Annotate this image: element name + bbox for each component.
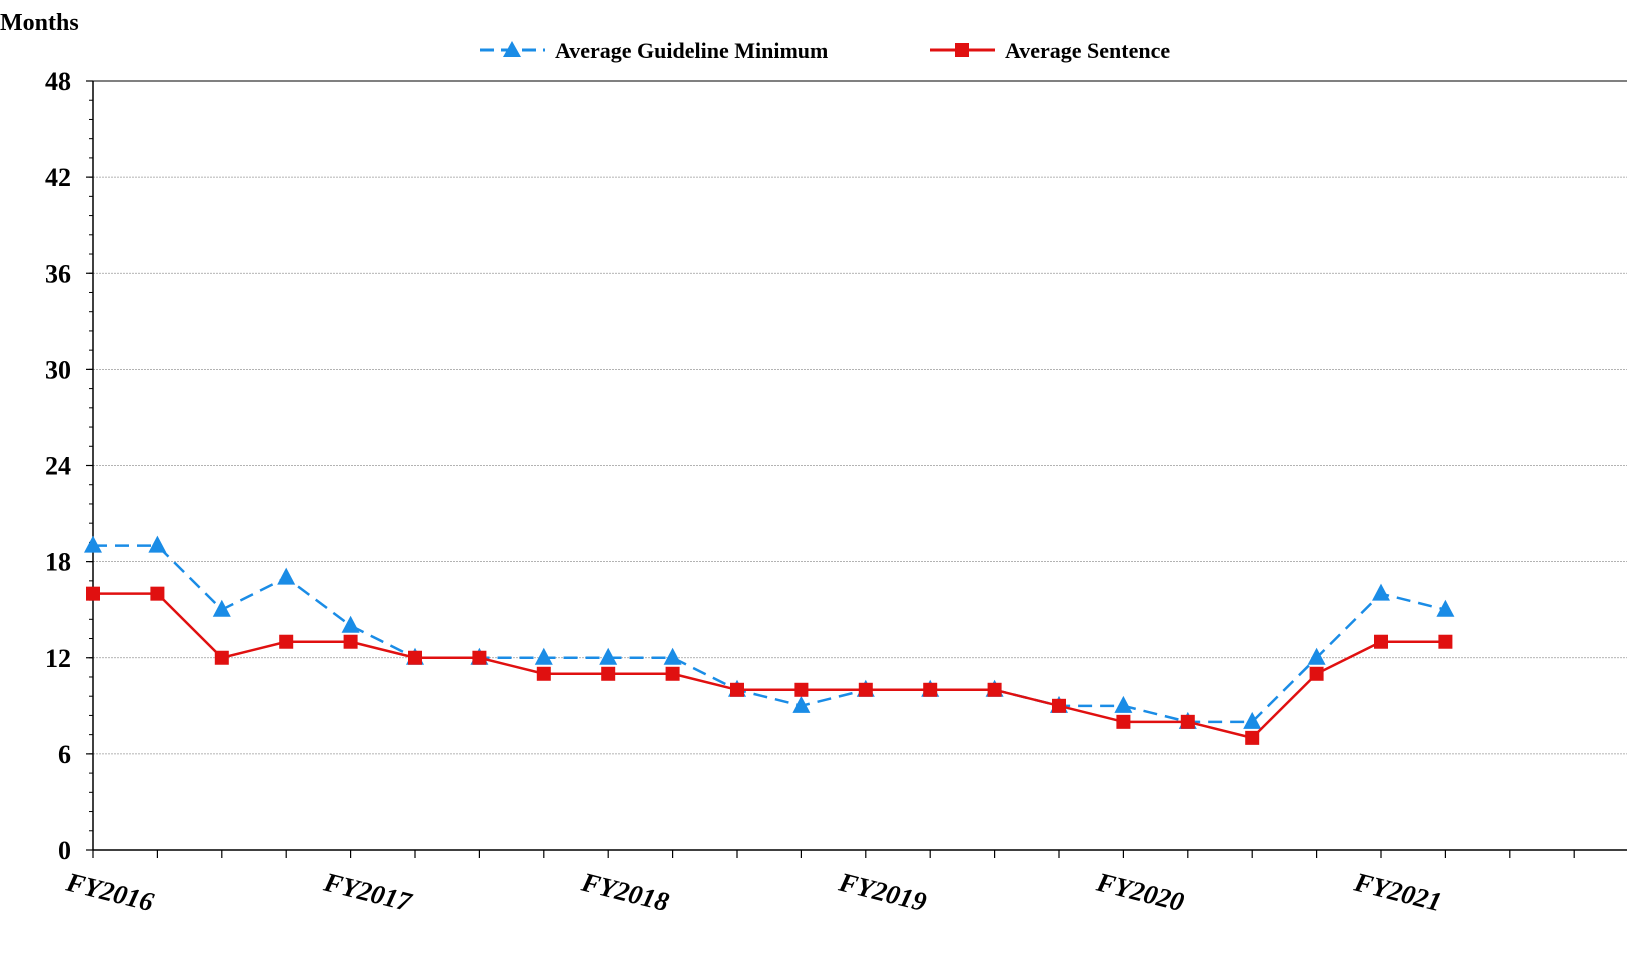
data-point-square [923, 682, 938, 697]
data-point-triangle [599, 647, 618, 665]
x-tick-label: FY2018 [578, 866, 673, 917]
data-point-square [86, 586, 100, 601]
data-point-square [1309, 666, 1324, 681]
legend-marker-triangle [503, 41, 521, 57]
series-line [93, 592, 1446, 740]
y-tick-label: 36 [45, 259, 71, 288]
data-point-triangle [212, 599, 231, 617]
y-tick-label: 6 [58, 740, 71, 769]
data-point-triangle [1243, 711, 1262, 729]
data-point-triangle [277, 567, 296, 585]
y-tick-label: 30 [45, 355, 71, 384]
x-tick-label: FY2017 [320, 866, 416, 917]
data-point-square [1052, 698, 1066, 713]
y-tick-label: 0 [58, 836, 71, 865]
y-tick-label: 18 [45, 548, 71, 577]
data-point-square [1438, 634, 1453, 649]
data-point-square [472, 650, 487, 665]
data-point-square [987, 682, 1002, 697]
data-point-triangle [663, 647, 682, 665]
data-point-square [1180, 714, 1195, 729]
series-triangle-group [84, 535, 1455, 729]
data-point-square [150, 586, 165, 601]
data-point-square [730, 682, 744, 697]
data-point-triangle [341, 615, 360, 633]
y-tick-label: 42 [45, 163, 71, 192]
legend-item-average-sentence: Average Sentence [930, 38, 1170, 63]
data-point-square [1245, 730, 1260, 745]
data-point-square [1374, 634, 1388, 649]
data-point-square [794, 682, 809, 697]
data-point-triangle [84, 535, 102, 553]
gridlines [93, 80, 1627, 755]
data-point-square [858, 682, 873, 697]
data-point-triangle [1372, 583, 1390, 601]
y-tick-labels: 0 6 12 18 24 30 36 42 48 [45, 67, 71, 865]
data-point-triangle [1307, 647, 1326, 665]
data-point-square [601, 666, 616, 681]
data-point-square [214, 650, 229, 665]
series-square-group [86, 586, 1453, 745]
y-axis-label: Months [0, 10, 79, 36]
x-tick-label: FY2016 [63, 866, 158, 917]
x-tick-label: FY2021 [1351, 866, 1445, 917]
x-tick-labels: FY2016 FY2017 FY2018 FY2019 FY2020 FY2021 [63, 866, 1445, 917]
data-point-square [408, 650, 422, 665]
series-layer [84, 535, 1455, 745]
axes: Months [0, 10, 1627, 858]
y-tick-label: 12 [45, 644, 71, 673]
legend-label-guideline-minimum: Average Guideline Minimum [555, 38, 828, 63]
data-point-square [665, 666, 680, 681]
x-tick-label: FY2020 [1093, 866, 1188, 917]
x-tick-label: FY2019 [835, 866, 930, 917]
data-point-square [279, 634, 294, 649]
y-tick-label: 24 [45, 452, 71, 481]
series-line [93, 544, 1446, 724]
data-point-triangle [534, 647, 553, 665]
data-point-triangle [1114, 695, 1133, 713]
data-point-square [343, 634, 358, 649]
legend-marker-square [955, 43, 969, 57]
data-point-square [1116, 714, 1131, 729]
data-point-square [536, 666, 551, 681]
data-point-triangle [792, 695, 811, 713]
y-tick-label: 48 [45, 67, 71, 96]
legend-label-average-sentence: Average Sentence [1005, 38, 1170, 63]
data-point-triangle [1436, 599, 1455, 617]
legend-item-guideline-minimum: Average Guideline Minimum [480, 38, 828, 63]
data-point-triangle [148, 535, 167, 553]
legend: Average Guideline Minimum Average Senten… [480, 38, 1170, 63]
